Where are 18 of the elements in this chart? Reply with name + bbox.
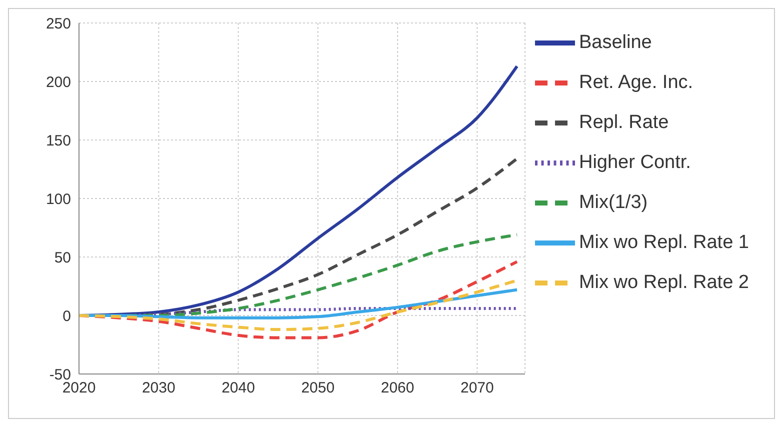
y-tick-label: 100 <box>46 190 71 208</box>
y-tick-label: 50 <box>54 249 71 266</box>
legend-label: Mix wo Repl. Rate 1 <box>578 232 749 254</box>
x-tick-label: 2050 <box>301 380 335 397</box>
y-tick-label: 200 <box>46 74 71 91</box>
x-tick-label: 2060 <box>380 380 414 397</box>
legend-label: Higher Contr. <box>578 152 691 174</box>
legend-label: Baseline <box>578 32 652 54</box>
x-tick-label: 2030 <box>142 380 176 397</box>
legend-label: Mix(1/3) <box>578 192 648 214</box>
y-tick-label: 250 <box>46 15 71 32</box>
y-tick-label: 150 <box>46 132 71 150</box>
legend-label: Repl. Rate <box>578 112 669 134</box>
legend-label: Ret. Age. Inc. <box>578 72 694 94</box>
y-tick-label: 0 <box>62 308 71 325</box>
x-tick-label: 2070 <box>460 380 494 397</box>
x-tick-label: 2040 <box>222 380 255 397</box>
legend-label: Mix wo Repl. Rate 2 <box>578 272 749 294</box>
